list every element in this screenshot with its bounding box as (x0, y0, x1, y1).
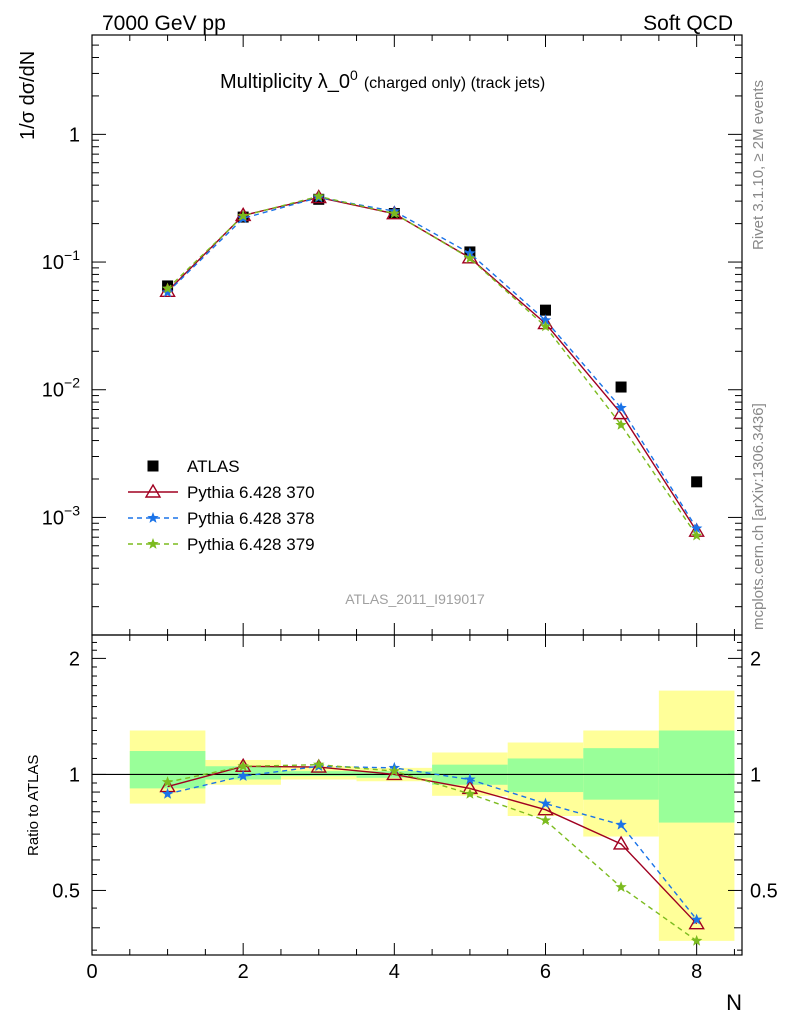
data-point-pythia-6-428-379 (161, 282, 174, 294)
x-tick-label: 0 (86, 961, 97, 983)
ratio-line-pythia-6-428-370 (167, 765, 698, 925)
analysis-watermark: ATLAS_2011_I919017 (345, 591, 485, 607)
data-point-atlas (615, 381, 627, 393)
ratio-point-pythia-6-428-379 (464, 787, 476, 799)
x-tick-label: 6 (540, 961, 551, 983)
data-point-pythia-6-428-379 (388, 207, 401, 219)
ratio-point-pythia-6-428-378 (690, 913, 703, 925)
data-point-pythia-6-428-379 (313, 190, 325, 202)
series-line-pythia-6-428-370 (167, 196, 698, 532)
legend-label: ATLAS (187, 457, 240, 476)
ratio-band-inner (507, 758, 584, 793)
header-soft-qcd-label: Soft QCD (643, 12, 733, 35)
ratio-point-pythia-6-428-378 (161, 787, 174, 799)
data-point-atlas (539, 304, 551, 316)
x-tick-label: 2 (238, 961, 249, 983)
ratio-point-pythia-6-428-378 (237, 770, 249, 781)
ratio-band-inner (280, 771, 357, 777)
data-point-pythia-6-428-379 (464, 252, 476, 264)
legend-label: Pythia 6.428 370 (187, 483, 315, 502)
data-point-pythia-6-428-379 (690, 529, 703, 541)
data-point-pythia-6-428-378 (690, 522, 703, 534)
ratio-point-pythia-6-428-379 (690, 934, 703, 946)
ratio-y-tick-label-right: 0.5 (750, 880, 778, 902)
ratio-point-pythia-6-428-379 (615, 881, 627, 892)
ratio-point-pythia-6-428-378 (464, 773, 476, 785)
rivet-version-label: Rivet 3.1.10, ≥ 2M events (750, 80, 767, 250)
x-tick-label: 4 (389, 961, 400, 983)
ratio-point-pythia-6-428-379 (539, 814, 552, 826)
ratio-panel-frame (91, 634, 743, 956)
ratio-y-tick-label: 0.5 (52, 880, 80, 902)
series-line-pythia-6-428-378 (167, 196, 698, 529)
y-tick-label: 10−2 (42, 375, 80, 402)
ratio-point-pythia-6-428-378 (615, 818, 627, 830)
ratio-point-pythia-6-428-370 (386, 766, 403, 781)
data-point-atlas (691, 476, 703, 488)
ratio-y-tick-label: 1 (69, 764, 80, 786)
x-axis-label: N (726, 990, 742, 1015)
ratio-ylabel: Ratio to ATLAS (25, 755, 42, 856)
data-point-pythia-6-428-379 (615, 418, 627, 430)
ratio-point-pythia-6-428-379 (161, 776, 174, 787)
main-ylabel: 1/σ dσ/dN (17, 51, 39, 140)
legend-marker (147, 512, 159, 523)
axes-layer: 0 2 4 6 8 10−3 10−2 10−1 1 0.5 0.5 1 1 2 2 (42, 34, 778, 983)
main-title: Multiplicity λ_00 (charged only) (track j… (220, 67, 545, 93)
data-point-pythia-6-428-379 (237, 209, 249, 221)
data-point-pythia-6-428-378 (539, 314, 552, 326)
ratio-point-pythia-6-428-379 (313, 758, 325, 770)
ratio-point-pythia-6-428-378 (539, 797, 552, 809)
ratio-point-pythia-6-428-370 (612, 835, 630, 850)
mcplots-label: mcplots.cern.ch [arXiv:1306.3436] (750, 403, 767, 630)
ratio-line-pythia-6-428-378 (167, 765, 698, 921)
ratio-point-pythia-6-428-370 (688, 915, 705, 930)
ratio-band-inner (658, 730, 735, 823)
y-tick-label: 10−3 (42, 502, 80, 529)
legend-label: Pythia 6.428 379 (187, 535, 315, 554)
y-tick-label: 1 (69, 124, 80, 146)
data-point-pythia-6-428-378 (615, 401, 627, 413)
ratio-y-tick-label: 2 (69, 648, 80, 670)
title-main-text: Multiplicity λ_0 (220, 71, 350, 93)
ratio-line-pythia-6-428-379 (167, 763, 698, 942)
ratio-y-tick-label-right: 1 (750, 764, 761, 786)
data-point-pythia-6-428-378 (161, 286, 174, 298)
ratio-point-pythia-6-428-379 (237, 760, 249, 772)
ratio-y-tick-label-right: 2 (750, 648, 761, 670)
legend: ATLAS Pythia 6.428 370 Pythia 6.428 378 Pyt… (128, 457, 315, 554)
data-point-pythia-6-428-379 (539, 320, 552, 332)
title-superscript: 0 (350, 67, 358, 83)
series-layer (159, 189, 705, 946)
header-energy-label: 7000 GeV pp (102, 12, 226, 35)
legend-label: Pythia 6.428 378 (187, 509, 315, 528)
series-line-pythia-6-428-379 (167, 195, 698, 536)
legend-marker (147, 538, 159, 549)
legend-marker (147, 460, 159, 472)
y-tick-label: 10−1 (42, 247, 80, 274)
title-small-text: (charged only) (track jets) (364, 75, 545, 92)
ratio-point-pythia-6-428-379 (388, 765, 401, 776)
legend-marker (144, 483, 162, 498)
x-tick-label: 8 (691, 961, 702, 983)
